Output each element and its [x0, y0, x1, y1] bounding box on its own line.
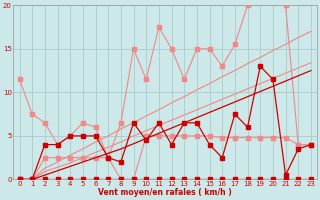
X-axis label: Vent moyen/en rafales ( km/h ): Vent moyen/en rafales ( km/h ): [98, 188, 232, 197]
